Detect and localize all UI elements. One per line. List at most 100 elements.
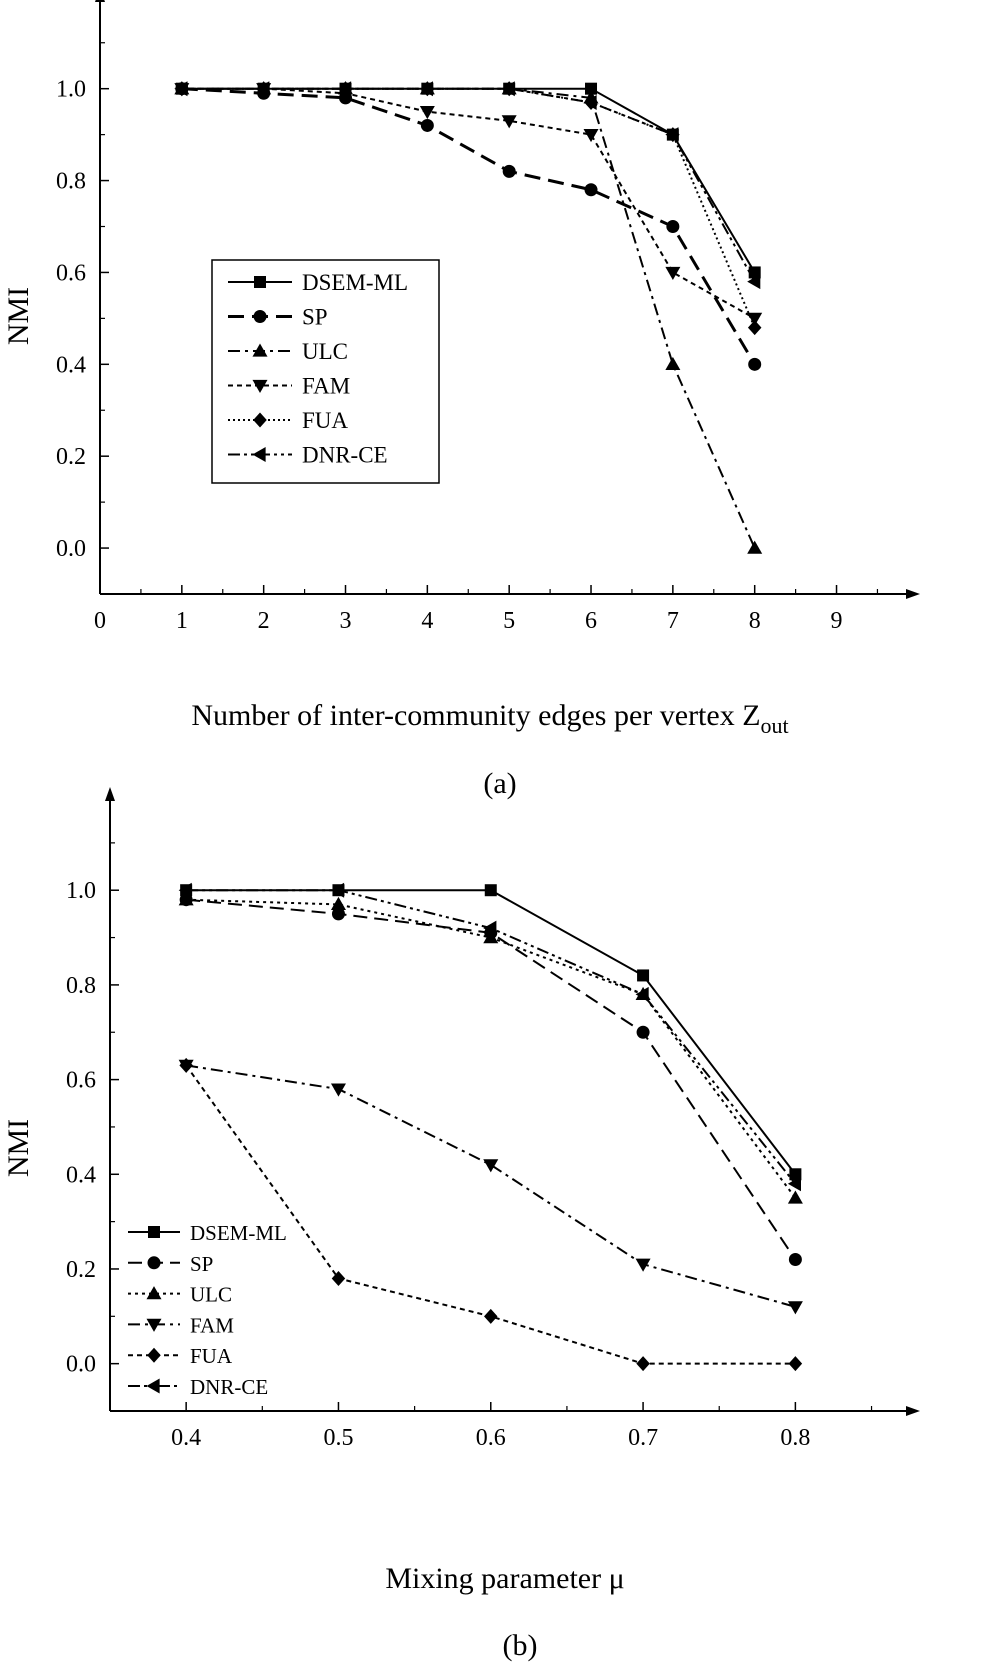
data-point: [484, 884, 497, 897]
data-point: [787, 1176, 802, 1192]
data-point: [787, 1301, 803, 1315]
series-line: [181, 87, 756, 320]
chart-a-ylabel: NMI: [2, 287, 35, 345]
y-axis-arrow: [105, 787, 115, 801]
series-line: [181, 87, 756, 366]
x-tick-label: 2: [258, 608, 270, 634]
legend-box: [211, 259, 440, 484]
data-point: [501, 81, 515, 97]
series-dnr-ce: [178, 882, 802, 1192]
legend-label: FUA: [190, 1344, 233, 1368]
data-point: [635, 986, 649, 1002]
y-tick-label: 0.6: [56, 260, 86, 286]
legend-marker: [146, 1286, 162, 1300]
y-tick-label: 0.6: [66, 1068, 96, 1094]
data-point: [665, 127, 679, 143]
data-point: [174, 81, 188, 97]
legend-label: ULC: [190, 1283, 232, 1307]
data-point: [178, 892, 194, 906]
legend-label: SP: [302, 305, 328, 330]
y-tick-label: 0.2: [56, 444, 86, 470]
data-point: [331, 907, 345, 921]
x-tick-label: 0: [94, 608, 106, 634]
legend-marker: [252, 379, 268, 393]
x-axis-arrow: [906, 589, 920, 599]
data-point: [747, 540, 763, 554]
legend-marker: [147, 1256, 161, 1270]
x-tick-label: 5: [503, 608, 515, 634]
data-point: [636, 1025, 650, 1039]
data-point: [787, 1190, 803, 1204]
x-tick-label: 0.4: [171, 1425, 201, 1451]
y-tick-label: 0.8: [56, 169, 86, 195]
legend-marker: [146, 1318, 162, 1332]
chart-a-xlabel: Number of inter-community edges per vert…: [191, 699, 788, 738]
x-tick-label: 0.5: [323, 1425, 353, 1451]
y-tick-label: 0.4: [66, 1162, 96, 1188]
legend-marker: [253, 310, 267, 323]
data-point: [483, 920, 497, 936]
chart-b-xlabel: Mixing parameter μ: [385, 1562, 624, 1595]
series-dsem-ml: [175, 82, 761, 279]
data-point: [484, 1308, 498, 1324]
y-tick-label: 0.2: [66, 1257, 96, 1283]
data-point: [748, 357, 762, 371]
data-point: [665, 266, 681, 280]
data-point: [256, 81, 270, 97]
data-point: [636, 1356, 650, 1372]
data-point: [788, 1356, 803, 1372]
data-point: [788, 1253, 802, 1266]
data-point: [666, 220, 680, 233]
data-point: [338, 81, 352, 97]
data-point: [665, 356, 681, 370]
series-ulc: [178, 892, 803, 1204]
legend-label: FAM: [302, 374, 350, 399]
series-line: [181, 87, 756, 283]
legend-marker: [148, 1226, 160, 1238]
legend-label: DSEM-ML: [190, 1221, 287, 1245]
data-point: [747, 312, 763, 326]
data-point: [748, 266, 761, 279]
data-point: [330, 1083, 346, 1097]
legend: DSEM-ML SP ULC FAM FUA DNR-CE: [211, 259, 440, 484]
y-tick-label: 1.0: [56, 77, 86, 103]
data-point: [330, 896, 346, 911]
y-axis-arrow: [95, 0, 105, 2]
y-tick-label: 0.0: [56, 536, 86, 562]
legend-label: SP: [190, 1252, 213, 1276]
series-fua: [179, 1057, 803, 1372]
data-point: [747, 320, 762, 336]
data-point: [179, 1057, 193, 1073]
x-tick-label: 8: [749, 608, 761, 634]
legend-label: DNR-CE: [190, 1375, 268, 1399]
data-point: [502, 164, 516, 178]
data-point: [584, 183, 598, 197]
x-axis-arrow: [906, 1406, 920, 1416]
data-point: [420, 118, 434, 132]
legend-marker: [252, 343, 268, 357]
data-point: [635, 1258, 651, 1272]
data-point: [637, 969, 650, 982]
y-tick-label: 0.4: [56, 352, 86, 378]
legend-marker: [147, 1347, 161, 1363]
data-point: [419, 106, 435, 120]
data-point: [747, 274, 761, 290]
data-point: [419, 81, 433, 97]
x-tick-label: 4: [421, 608, 433, 634]
legend-label: ULC: [302, 339, 348, 364]
chart-b: 0.0 0.2 0.4 0.6 0.8 1.0 0.4 0.5 0.6 0.7 0.8 DSEM-ML…: [66, 787, 920, 1451]
x-tick-label: 0.6: [476, 1425, 506, 1451]
series-fam: [178, 1059, 803, 1315]
legend-label: DSEM-ML: [302, 270, 408, 295]
legend-label: FUA: [302, 408, 348, 433]
chart-a: 0.0 0.2 0.4 0.6 0.8 1.0 0 1 2 3 4 5 6 7 8 9 DSEM-ML SP ULC…: [56, 0, 920, 634]
x-tick-label: 0.7: [628, 1425, 658, 1451]
legend-marker: [254, 276, 266, 288]
chart-b-caption: (b): [503, 1629, 538, 1662]
data-point: [331, 1270, 346, 1286]
x-tick-label: 3: [340, 608, 352, 634]
x-tick-label: 1: [176, 608, 188, 634]
series-sp: [179, 893, 802, 1266]
data-point: [583, 129, 599, 143]
